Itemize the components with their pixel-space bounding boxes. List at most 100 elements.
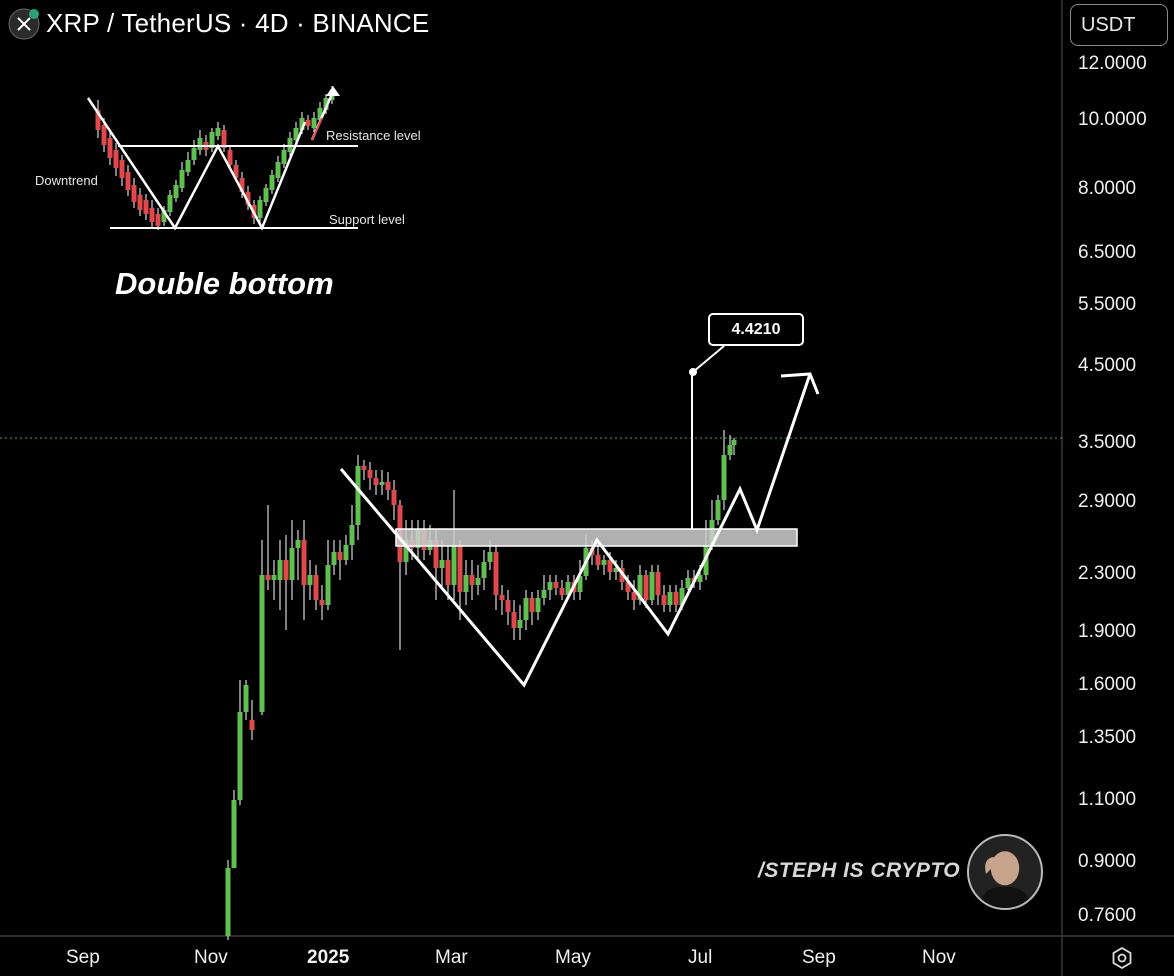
candle <box>505 600 511 612</box>
candle <box>535 598 541 612</box>
currency-button[interactable]: USDT <box>1070 4 1168 46</box>
price-axis-label: 4.5000 <box>1078 355 1137 376</box>
candle <box>125 172 131 190</box>
candle <box>167 195 173 212</box>
candle <box>349 525 355 545</box>
candle <box>487 552 493 562</box>
candle <box>649 572 655 600</box>
candle <box>373 478 379 485</box>
candle <box>331 552 337 565</box>
candle <box>337 552 343 560</box>
candle <box>311 118 317 128</box>
candle <box>179 170 185 188</box>
candle <box>727 445 733 455</box>
candle <box>281 150 287 164</box>
gear-icon[interactable] <box>1110 946 1134 970</box>
candle <box>685 578 691 588</box>
candle <box>445 560 451 585</box>
candle <box>613 568 619 572</box>
candle <box>231 800 237 868</box>
price-axis-label: 1.9000 <box>1078 621 1137 642</box>
candle <box>361 466 367 470</box>
candle <box>731 440 737 445</box>
candle <box>95 110 101 130</box>
candle <box>131 185 137 202</box>
candle <box>271 575 277 580</box>
candle <box>553 582 559 588</box>
candle <box>119 160 125 178</box>
candle <box>565 582 571 595</box>
price-axis-label: 8.0000 <box>1078 178 1137 199</box>
price-axis-label: 12.0000 <box>1078 53 1147 74</box>
candle <box>697 575 703 582</box>
candle <box>161 210 167 222</box>
candle <box>173 185 179 198</box>
candle <box>215 128 221 136</box>
candle <box>197 138 203 150</box>
candle <box>257 200 263 218</box>
candle <box>275 162 281 178</box>
callout-leader <box>692 345 725 373</box>
candlestick-series <box>225 430 737 940</box>
candle <box>499 595 505 600</box>
candle <box>667 592 673 605</box>
time-axis-label: Mar <box>435 947 468 968</box>
candle <box>259 575 265 712</box>
candle <box>101 125 107 145</box>
inset-pattern-line <box>86 97 307 231</box>
candle <box>293 128 299 140</box>
candle <box>547 582 553 590</box>
candle <box>463 575 469 592</box>
candle <box>313 575 319 600</box>
price-axis-label: 1.1000 <box>1078 789 1137 810</box>
candle <box>403 540 409 562</box>
candle <box>191 148 197 160</box>
price-axis-label: 0.9000 <box>1078 851 1137 872</box>
candle <box>237 712 243 800</box>
candle <box>269 175 275 190</box>
candle <box>493 552 499 595</box>
price-axis-label: 1.6000 <box>1078 674 1137 695</box>
candle <box>307 575 313 585</box>
candle <box>451 545 457 585</box>
candle <box>143 200 149 214</box>
candle <box>391 490 397 505</box>
candle <box>457 545 463 592</box>
inset-arrowhead <box>326 86 340 96</box>
candle <box>317 108 323 120</box>
chart-title: XRP / TetherUS · 4D · BINANCE <box>46 8 430 38</box>
candle <box>637 575 643 600</box>
candle <box>439 560 445 568</box>
time-axis-label: May <box>555 947 591 968</box>
candle <box>137 195 143 210</box>
inset-support-label: Support level <box>329 212 405 227</box>
candle <box>601 560 607 565</box>
candle <box>433 540 439 568</box>
candle <box>239 178 245 192</box>
candle <box>301 540 307 585</box>
xrp-logo-icon <box>8 8 40 40</box>
candle <box>149 208 155 222</box>
time-axis-label: Nov <box>194 947 228 968</box>
price-axis-label: 6.5000 <box>1078 242 1137 263</box>
time-axis-label: 2025 <box>307 947 350 968</box>
candle <box>367 470 373 478</box>
candle <box>155 214 161 226</box>
avatar <box>967 834 1043 910</box>
candle <box>221 130 227 148</box>
time-axis-label: Sep <box>66 947 100 968</box>
time-axis-label: Sep <box>802 947 836 968</box>
candle <box>107 138 113 158</box>
price-axis-label: 1.3500 <box>1078 727 1137 748</box>
candle <box>517 620 523 628</box>
candle <box>481 562 487 578</box>
target-arrowhead <box>780 372 820 395</box>
candle <box>265 575 271 580</box>
candle <box>299 118 305 130</box>
candle <box>385 482 391 490</box>
candle <box>323 98 329 110</box>
candle <box>655 572 661 595</box>
candle <box>661 595 667 605</box>
candle <box>715 500 721 520</box>
